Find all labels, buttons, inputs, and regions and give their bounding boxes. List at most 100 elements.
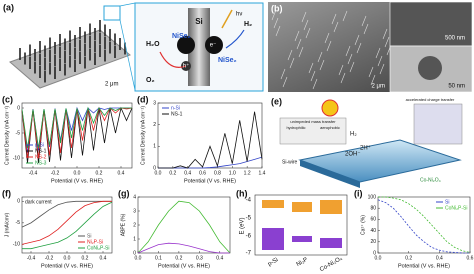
legend-label: Ni₂P-Si <box>87 239 103 245</box>
label: unimpeded mass transfer <box>290 119 336 124</box>
particle <box>418 56 442 80</box>
nanowire <box>377 55 383 67</box>
y-tick-label: 4 <box>133 194 136 200</box>
nanowire <box>331 13 337 25</box>
panel-letter: (f) <box>2 188 11 198</box>
nanowire <box>338 64 344 76</box>
band <box>262 228 284 250</box>
data-line <box>22 201 113 250</box>
electrode-side <box>300 160 360 188</box>
legend-label: CoNi₂P-Si <box>445 205 468 211</box>
y-tick-label: 60 <box>370 217 376 223</box>
legend-label: p-Si <box>35 142 44 148</box>
nanowire <box>361 15 367 27</box>
label: 2H⁺ <box>360 145 371 152</box>
arrow <box>159 51 187 68</box>
nanowire <box>308 62 314 74</box>
nanowire <box>273 17 279 29</box>
data-line <box>21 106 132 149</box>
y-tick-label: 40 <box>370 228 376 234</box>
nanowire <box>271 9 277 21</box>
x-category: p-Si <box>267 257 279 268</box>
x-tick-label: 0.2 <box>405 255 412 261</box>
x-tick-label: 0.2 <box>96 170 103 176</box>
nanowire <box>354 34 360 46</box>
nanowire <box>349 61 355 73</box>
panel-b: 500 nm 2 μm 50 nm (b) <box>268 1 473 93</box>
x-tick-label: 0.4 <box>118 170 125 176</box>
y-axis-label: Ca²⁺ (%) <box>360 215 366 235</box>
nanowire <box>301 11 307 23</box>
zoom-box <box>103 5 121 21</box>
label: hydrophilic <box>286 125 305 130</box>
y-tick-label: -10 <box>13 155 20 161</box>
label: e⁻ <box>210 43 217 49</box>
nanowire <box>342 10 348 22</box>
nanowire <box>326 40 332 52</box>
y-tick-label: 3 <box>133 208 136 214</box>
y-tick-label: 2 <box>153 122 156 128</box>
panel-letter: (e) <box>271 96 282 106</box>
nanowire <box>289 57 295 69</box>
label: NiSe₂ <box>172 33 191 40</box>
x-tick-label: -0.4 <box>27 255 36 261</box>
nanowire <box>280 68 286 80</box>
silicon-wire <box>188 8 210 86</box>
y-tick-label: 0 <box>133 250 136 256</box>
nanowire <box>312 78 318 90</box>
x-tick-label: 0.1 <box>155 255 162 261</box>
x-tick-label: 0.8 <box>214 170 221 176</box>
data-line <box>21 200 112 245</box>
x-axis-label: Potential (V vs. RHE) <box>41 263 93 269</box>
x-tick-label: -0.2 <box>45 255 54 261</box>
nanowire <box>282 76 288 88</box>
sun <box>321 99 339 117</box>
y-tick-label: 100 <box>368 194 377 200</box>
legend-label: NS-3 <box>35 160 47 166</box>
panel-letter: (h) <box>236 188 248 198</box>
inset <box>413 103 463 145</box>
panel-letter: (a) <box>3 2 14 12</box>
scale-bar: 2 μm <box>372 84 385 90</box>
panel-letter: (g) <box>118 188 130 198</box>
x-tick-label: 0.2 <box>169 170 176 176</box>
legend-label: n-Si <box>171 105 180 111</box>
nanowire <box>298 46 304 58</box>
x-category: Co-Ni₂O₄ <box>319 255 344 273</box>
data-line <box>137 200 231 254</box>
arrow <box>225 29 245 49</box>
panel-a: Si hν H₂O O₂ NiSe₂ e⁻ h⁺ NiSe₂ H₂ 2 μm (… <box>3 2 264 92</box>
axes-frame <box>157 102 263 169</box>
nanowire <box>379 63 385 75</box>
legend-label: CoNi₂P-Si <box>87 245 110 251</box>
y-tick-label: -5 <box>16 130 21 136</box>
nanowire <box>345 45 351 57</box>
inset-image <box>389 1 473 47</box>
x-tick-label: 0.3 <box>196 255 203 261</box>
inset <box>279 117 347 145</box>
y-tick-label: 80 <box>370 206 376 212</box>
data-line <box>158 111 263 169</box>
y-tick-label: 2 <box>133 222 136 228</box>
x-tick-label: 0.4 <box>100 255 107 261</box>
band <box>292 202 312 212</box>
y-tick-label: 0 <box>17 199 20 205</box>
x-axis-label: Potential (V vs. RHE) <box>158 263 210 269</box>
panel-letter: (c) <box>2 94 13 104</box>
axes-frame <box>254 194 348 256</box>
y-tick-label: -7 <box>246 251 252 257</box>
y-tick-label: -6 <box>246 234 252 240</box>
label: NiSe₂ <box>218 57 237 64</box>
y-tick-label: 0 <box>153 165 156 171</box>
legend-label: NS-1 <box>171 111 183 117</box>
y-tick-label: 1 <box>133 236 136 242</box>
nanowire <box>333 21 339 33</box>
nanowire <box>294 30 300 42</box>
nanowire <box>310 70 316 82</box>
nanowire <box>296 38 302 50</box>
nanowire <box>368 66 374 78</box>
panel-e: accelerated charge transfer unimpeded ma… <box>271 96 463 188</box>
data-line <box>377 199 470 254</box>
y-tick-label: -5 <box>246 216 252 222</box>
